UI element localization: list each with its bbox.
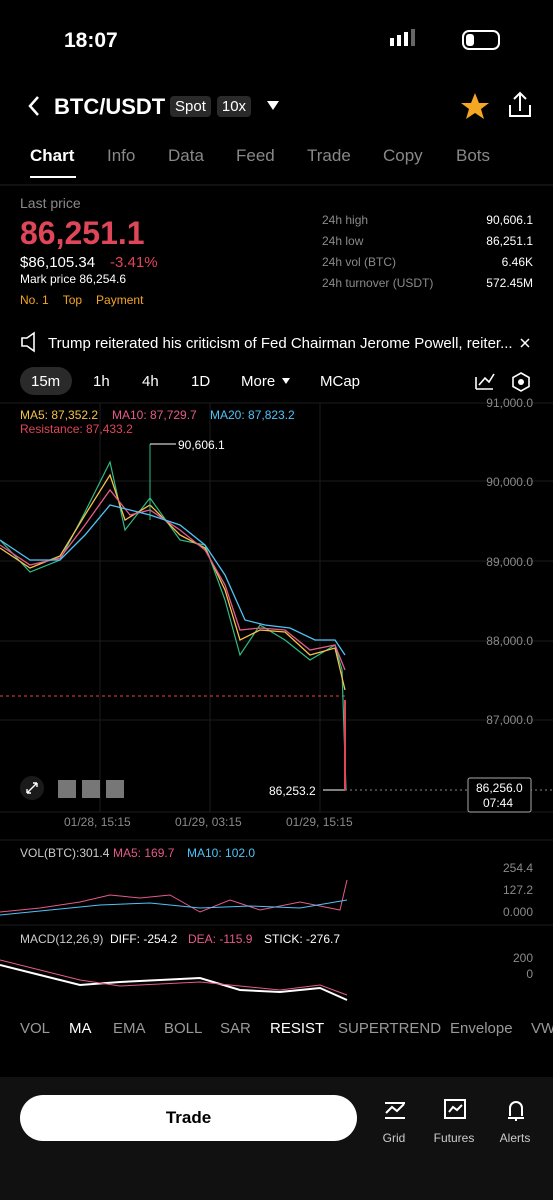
tab[interactable]: Copy bbox=[383, 146, 423, 165]
badge: 10x bbox=[216, 96, 252, 117]
nav-item[interactable]: Alerts bbox=[499, 1131, 531, 1145]
interval[interactable]: 4h bbox=[142, 373, 159, 390]
nav-item[interactable]: Grid bbox=[382, 1131, 406, 1145]
stat-label: 24h turnover (USDT) bbox=[322, 276, 434, 290]
badge: Spot bbox=[170, 96, 211, 117]
vol-tick: 0.000 bbox=[502, 905, 533, 919]
tag: No. 1 bbox=[20, 293, 49, 307]
high-label: 90,606.1 bbox=[178, 438, 225, 452]
interval[interactable]: 1D bbox=[191, 373, 211, 390]
vol-ma5: MA5: 169.7 bbox=[113, 846, 175, 860]
tab[interactable]: Feed bbox=[236, 146, 275, 165]
trade-button[interactable]: Trade bbox=[165, 1108, 212, 1127]
tag: Payment bbox=[96, 293, 144, 307]
stat-value: 86,251.1 bbox=[486, 234, 533, 248]
macd-tick: 200 bbox=[512, 951, 533, 965]
badges: Spot 10x bbox=[170, 96, 252, 117]
interval[interactable]: More bbox=[241, 373, 276, 390]
countdown: 07:44 bbox=[483, 796, 514, 810]
tab[interactable]: Info bbox=[107, 146, 136, 165]
y-tick-label: 88,000.0 bbox=[486, 633, 533, 648]
usd-price: $86,105.34 bbox=[20, 254, 96, 271]
y-tick-label: 87,000.0 bbox=[486, 713, 533, 728]
news: Trump reiterated his criticism of Fed Ch… bbox=[48, 335, 513, 352]
stat-value: 572.45M bbox=[486, 276, 533, 290]
y-tick-label: 91,000.0 bbox=[486, 396, 533, 410]
current-price: 86,256.0 bbox=[476, 781, 523, 795]
tab[interactable]: Bots bbox=[456, 146, 491, 165]
indicator[interactable]: VOL bbox=[20, 1020, 51, 1037]
y-tick-label: 89,000.0 bbox=[486, 554, 533, 569]
indicator[interactable]: MA bbox=[69, 1020, 92, 1037]
change: -3.41% bbox=[110, 254, 158, 271]
macd-stick: STICK: -276.7 bbox=[264, 932, 341, 946]
macd-diff: DIFF: -254.2 bbox=[110, 932, 178, 946]
mark-price: Mark price 86,254.6 bbox=[20, 272, 127, 286]
macd-tick: 0 bbox=[526, 967, 533, 981]
last-price-label: Last price bbox=[20, 195, 81, 211]
x-tick-label: 01/28, 15:15 bbox=[64, 815, 131, 829]
interval[interactable]: MCap bbox=[320, 373, 361, 390]
ma20: MA20: 87,823.2 bbox=[210, 408, 295, 422]
x-tick-label: 01/29, 15:15 bbox=[286, 815, 353, 829]
indicator[interactable]: SUPERTREND bbox=[338, 1020, 442, 1037]
pair: BTC/USDT bbox=[54, 94, 166, 119]
stat-label: 24h high bbox=[322, 213, 369, 227]
macd-dea: DEA: -115.9 bbox=[188, 932, 253, 946]
interval[interactable]: 15m bbox=[31, 373, 61, 390]
indicator[interactable]: Envelope bbox=[450, 1020, 513, 1037]
stat-value: 90,606.1 bbox=[486, 213, 533, 227]
macd-label: MACD(12,26,9) bbox=[20, 932, 104, 946]
ma5: MA5: 87,352.2 bbox=[20, 408, 99, 422]
x-tick-label: 01/29, 03:15 bbox=[175, 815, 242, 829]
y-tick-label: 90,000.0 bbox=[486, 475, 533, 490]
indicator[interactable]: RESIST bbox=[270, 1020, 325, 1037]
stat-value: 6.46K bbox=[501, 255, 533, 269]
ma10: MA10: 87,729.7 bbox=[112, 408, 197, 422]
indicator[interactable]: EMA bbox=[113, 1020, 146, 1037]
nav-item[interactable]: Futures bbox=[433, 1131, 475, 1145]
stat-label: 24h vol (BTC) bbox=[322, 255, 397, 269]
tags: No. 1 Top Payment bbox=[20, 293, 143, 307]
tab[interactable]: Chart bbox=[30, 146, 75, 165]
low-label: 86,253.2 bbox=[269, 784, 316, 798]
tab[interactable]: Trade bbox=[307, 146, 351, 165]
status-time: 18:07 bbox=[64, 29, 118, 52]
last-price: 86,251.1 bbox=[20, 215, 145, 251]
interval[interactable]: 1h bbox=[93, 373, 110, 390]
indicator[interactable]: BOLL bbox=[164, 1020, 203, 1037]
vol-tick: 127.2 bbox=[502, 883, 533, 897]
vol-ma10: MA10: 102.0 bbox=[187, 846, 256, 860]
indicator[interactable]: SAR bbox=[220, 1020, 251, 1037]
stat-label: 24h low bbox=[322, 234, 364, 248]
tag: Top bbox=[62, 293, 83, 307]
resistance: Resistance: 87,433.2 bbox=[20, 422, 133, 436]
tab[interactable]: Data bbox=[168, 146, 204, 165]
vol-label: VOL(BTC):301.4 bbox=[20, 846, 110, 860]
vol-tick: 254.4 bbox=[502, 861, 533, 875]
indicator[interactable]: VW bbox=[531, 1020, 553, 1037]
